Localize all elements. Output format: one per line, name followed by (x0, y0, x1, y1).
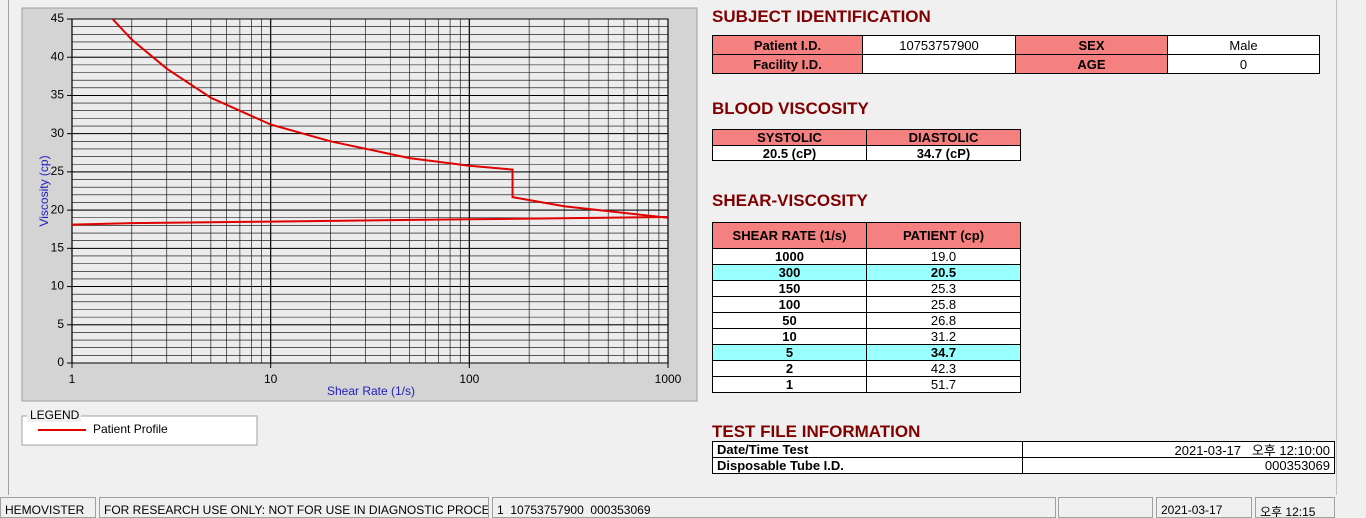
column-header: DIASTOLIC (866, 129, 1021, 146)
viscosity-value: 26.8 (866, 312, 1021, 329)
chart: Shear Rate (1/s) Viscosity (cp) LEGEND 0… (21, 7, 698, 446)
shear-rate: 150 (712, 280, 867, 297)
column-header: SYSTOLIC (712, 129, 867, 146)
y-tick-label: 45 (51, 11, 65, 25)
y-tick-label: 20 (51, 202, 65, 216)
field-label: AGE (1015, 54, 1168, 74)
status-segment: 오후 12:15 (1255, 497, 1335, 518)
viscosity-value: 34.7 (866, 344, 1021, 361)
field-label: Patient I.D. (712, 35, 863, 55)
status-segment: 1 10753757900 000353069 (492, 497, 1056, 518)
field-value: 000353069 (1022, 457, 1335, 474)
field-label: Facility I.D. (712, 54, 863, 74)
field-label: Date/Time Test (712, 441, 1023, 458)
shear-rate: 50 (712, 312, 867, 329)
table-value: 34.7 (cP) (866, 145, 1021, 161)
y-tick-label: 40 (51, 49, 65, 63)
viscosity-value: 31.2 (866, 328, 1021, 345)
x-tick-label: 1000 (655, 372, 682, 386)
y-tick-label: 25 (51, 164, 65, 178)
x-tick-label: 1 (69, 372, 76, 386)
scrollbar[interactable] (1336, 0, 1366, 495)
shear-rate: 1 (712, 376, 867, 393)
field-value: 0 (1167, 54, 1320, 74)
shear-rate: 300 (712, 264, 867, 281)
status-segment: HEMOVISTER (0, 497, 96, 518)
status-segment: FOR RESEARCH USE ONLY: NOT FOR USE IN DI… (99, 497, 489, 518)
legend-title: LEGEND (30, 408, 80, 422)
shear-rate: 1000 (712, 248, 867, 265)
shear-rate: 2 (712, 360, 867, 377)
field-value: 10753757900 (862, 35, 1016, 55)
status-segment: 2021-03-17 (1156, 497, 1252, 518)
viscosity-value: 42.3 (866, 360, 1021, 377)
section-title: BLOOD VISCOSITY (712, 99, 869, 118)
field-label: Disposable Tube I.D. (712, 457, 1023, 474)
y-tick-label: 5 (57, 317, 64, 331)
y-tick-label: 15 (51, 241, 65, 255)
column-header: PATIENT (cp) (866, 222, 1021, 249)
field-label: SEX (1015, 35, 1168, 55)
field-value: 2021-03-17 오후 12:10:00 (1022, 441, 1335, 458)
field-value: Male (1167, 35, 1320, 55)
section-title: TEST FILE INFORMATION (712, 422, 921, 441)
field-value (862, 54, 1016, 74)
table-value: 20.5 (cP) (712, 145, 867, 161)
plot-area (71, 18, 669, 364)
y-tick-label: 0 (57, 355, 64, 369)
status-segment (1058, 497, 1153, 518)
viscosity-value: 20.5 (866, 264, 1021, 281)
viscosity-value: 25.8 (866, 296, 1021, 313)
legend-title-bg (27, 409, 81, 422)
data-line (111, 19, 668, 219)
x-tick-label: 100 (459, 372, 479, 386)
x-axis-label: Shear Rate (1/s) (327, 384, 415, 398)
shear-rate: 5 (712, 344, 867, 361)
viscosity-value: 19.0 (866, 248, 1021, 265)
y-axis-label: Viscosity (cp) (37, 155, 51, 226)
y-tick-label: 10 (51, 279, 65, 293)
y-tick-label: 35 (51, 88, 65, 102)
section-title: SUBJECT IDENTIFICATION (712, 7, 931, 26)
y-tick-label: 30 (51, 126, 65, 140)
section-title: SHEAR-VISCOSITY (712, 191, 868, 210)
data-line (72, 215, 668, 226)
column-header: SHEAR RATE (1/s) (712, 222, 867, 249)
shear-rate: 10 (712, 328, 867, 345)
legend-label: Patient Profile (93, 422, 168, 436)
viscosity-value: 51.7 (866, 376, 1021, 393)
x-tick-label: 10 (264, 372, 278, 386)
viscosity-value: 25.3 (866, 280, 1021, 297)
shear-rate: 100 (712, 296, 867, 313)
left-border (0, 0, 9, 495)
